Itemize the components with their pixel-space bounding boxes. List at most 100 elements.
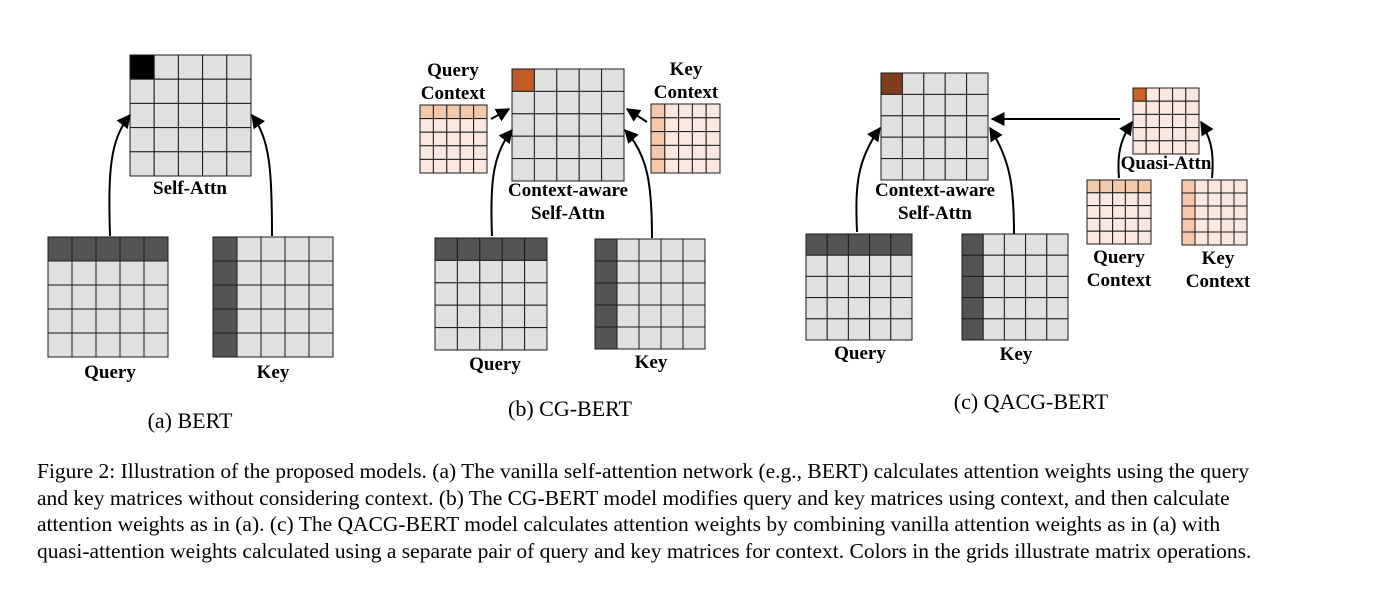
figure-caption: Figure 2: Illustration of the proposed m… <box>37 459 1252 563</box>
key-context-label-b-line2: Context <box>654 82 719 103</box>
matrix-cell <box>1145 113 1160 129</box>
matrix-cell <box>95 332 121 358</box>
matrix-cell <box>1158 113 1174 129</box>
matrix-cell <box>601 90 625 115</box>
matrix-cell <box>1086 217 1101 232</box>
matrix-cell <box>594 238 618 262</box>
matrix-cell <box>594 326 618 350</box>
matrix-cell <box>880 72 903 95</box>
matrix-cell <box>119 332 145 358</box>
matrix-cell <box>578 68 603 92</box>
key-context-matrix-b <box>650 103 721 174</box>
matrix-cell <box>129 127 155 153</box>
matrix-cell <box>473 158 488 174</box>
matrix-cell <box>524 304 548 329</box>
matrix-cell <box>1181 179 1196 194</box>
matrix-cell <box>616 238 640 262</box>
matrix-cell <box>434 259 458 284</box>
matrix-cell <box>456 282 481 306</box>
matrix-cell <box>601 158 625 182</box>
matrix-cell <box>594 282 618 306</box>
matrix-cell <box>847 318 871 341</box>
matrix-cell <box>1003 275 1027 299</box>
matrix-cell <box>1124 179 1139 194</box>
matrix-cell <box>1112 230 1126 245</box>
matrix-cell <box>660 238 684 262</box>
matrix-cell <box>982 233 1005 256</box>
matrix-cell <box>260 284 286 310</box>
matrix-cell <box>1158 87 1174 102</box>
matrix-cell <box>524 259 548 284</box>
matrix-cell <box>119 284 145 310</box>
matrix-cell <box>153 127 179 153</box>
matrix-cell <box>533 90 558 115</box>
matrix-cell <box>901 93 925 117</box>
matrix-cell <box>1003 318 1027 341</box>
matrix-cell <box>1112 205 1126 219</box>
matrix-cell <box>616 326 640 350</box>
matrix-cell <box>705 158 721 174</box>
matrix-cell <box>890 233 913 256</box>
matrix-cell <box>678 103 693 119</box>
matrix-cell <box>1132 87 1147 102</box>
matrix-cell <box>177 151 204 177</box>
matrix-cell <box>1207 218 1222 233</box>
key-matrix-b <box>594 238 706 350</box>
matrix-cell <box>419 118 434 133</box>
matrix-cell <box>578 135 603 160</box>
matrix-cell <box>432 158 448 174</box>
query-matrix-a <box>47 236 169 358</box>
matrix-cell <box>432 118 448 133</box>
matrix-cell <box>129 54 155 80</box>
matrix-cell <box>1185 87 1200 102</box>
matrix-cell <box>705 144 721 160</box>
matrix-cell <box>226 54 252 80</box>
matrix-cell <box>308 332 334 358</box>
matrix-cell <box>1194 231 1209 246</box>
matrix-cell <box>880 158 903 181</box>
matrix-cell <box>473 118 488 133</box>
matrix-cell <box>212 284 238 310</box>
matrix-cell <box>143 260 169 286</box>
matrix-cell <box>511 68 535 92</box>
matrix-cell <box>236 308 262 334</box>
matrix-cell <box>177 78 204 104</box>
matrix-cell <box>890 297 913 320</box>
matrix-cell <box>434 327 458 351</box>
matrix-cell <box>284 308 310 334</box>
matrix-cell <box>923 72 946 95</box>
matrix-cell <box>556 158 580 182</box>
matrix-cell <box>177 54 204 80</box>
matrix-cell <box>1025 275 1048 299</box>
matrix-cell <box>432 104 448 120</box>
matrix-cell <box>511 90 535 115</box>
matrix-cell <box>961 318 984 341</box>
matrix-cell <box>664 117 680 133</box>
matrix-cell <box>594 304 618 328</box>
matrix-cell <box>616 282 640 306</box>
matrix-cell <box>1181 205 1196 220</box>
matrix-cell <box>473 104 488 120</box>
matrix-cell <box>664 144 680 160</box>
arrow-key-to-ctx-attn-c <box>989 126 1015 235</box>
matrix-cell <box>1194 179 1209 194</box>
matrix-cell <box>533 113 558 137</box>
matrix-cell <box>691 158 707 174</box>
matrix-cell <box>284 236 310 262</box>
query-context-label-c-line2: Context <box>1087 270 1152 291</box>
matrix-cell <box>650 117 666 133</box>
matrix-cell <box>1025 297 1048 320</box>
matrix-cell <box>982 254 1005 277</box>
matrix-cell <box>95 284 121 310</box>
matrix-cell <box>601 135 625 160</box>
matrix-cell <box>1194 205 1209 220</box>
matrix-cell <box>890 318 913 341</box>
matrix-cell <box>202 127 228 153</box>
matrix-cell <box>432 131 448 147</box>
matrix-cell <box>1172 87 1187 102</box>
query-label-b: Query <box>469 354 521 375</box>
matrix-cell <box>880 115 903 138</box>
matrix-cell <box>847 233 871 256</box>
matrix-cell <box>524 282 548 306</box>
arrow-key-context-to-quasi-c <box>1200 120 1214 179</box>
